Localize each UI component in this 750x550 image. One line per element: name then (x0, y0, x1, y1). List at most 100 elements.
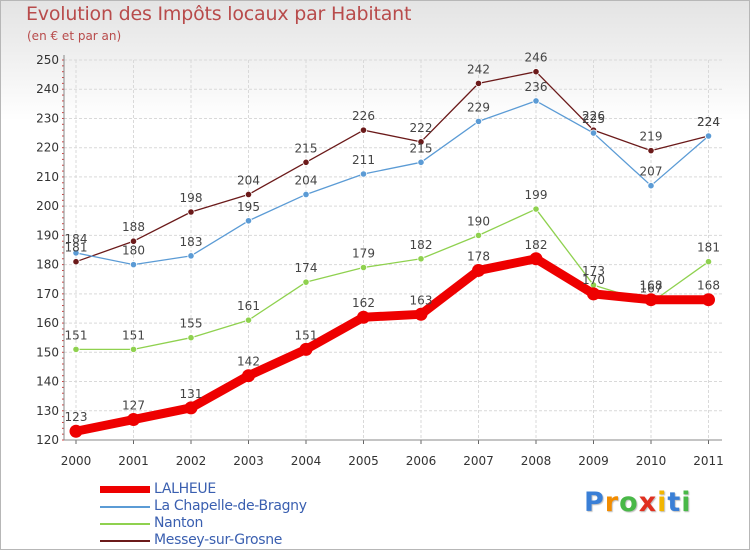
series-line (75, 100, 710, 266)
legend-label: La Chapelle-de-Bragny (154, 498, 307, 514)
data-point (532, 97, 540, 105)
data-label: 163 (410, 293, 433, 307)
data-label: 190 (467, 214, 490, 228)
data-label: 168 (640, 279, 663, 293)
data-label: 161 (237, 299, 260, 313)
y-tick-label: 220 (36, 141, 59, 155)
data-label: 204 (237, 173, 260, 187)
y-tick-label: 150 (36, 345, 59, 359)
data-point (644, 293, 658, 307)
y-tick-label: 210 (36, 170, 59, 184)
x-tick-label: 2004 (291, 454, 322, 468)
data-label: 142 (237, 355, 260, 369)
data-label: 170 (582, 273, 605, 287)
data-label: 180 (122, 244, 145, 258)
data-point (359, 263, 368, 272)
x-tick-label: 2008 (521, 454, 552, 468)
data-label: 179 (352, 247, 375, 261)
data-point (704, 132, 713, 140)
data-point (127, 413, 140, 427)
data-label: 224 (697, 115, 720, 129)
data-label: 225 (582, 112, 605, 126)
y-tick-label: 170 (36, 287, 59, 301)
x-tick-label: 2000 (61, 454, 92, 468)
chart-title: Evolution des Impôts locaux par Habitant (26, 3, 412, 25)
data-label: 236 (525, 80, 548, 94)
logo-letter: r (604, 487, 620, 518)
data-label: 123 (65, 410, 88, 424)
x-tick-label: 2011 (693, 454, 724, 468)
data-point (357, 310, 370, 324)
series-line (75, 71, 710, 263)
data-label: 181 (697, 241, 720, 255)
data-point (532, 205, 540, 213)
data-point (702, 293, 715, 307)
data-label: 182 (410, 238, 433, 252)
y-tick-label: 160 (36, 316, 59, 330)
data-label: 215 (295, 141, 318, 155)
y-tick-label: 240 (36, 82, 59, 96)
data-label: 127 (122, 399, 145, 413)
data-point (359, 126, 368, 134)
data-label: 178 (467, 249, 490, 263)
data-label: 204 (295, 173, 318, 187)
legend-swatch (100, 486, 150, 493)
y-tick-label: 180 (36, 258, 59, 272)
logo-letter: o (619, 487, 639, 518)
y-tick-label: 250 (36, 53, 59, 67)
data-point (587, 287, 600, 301)
data-point (187, 252, 195, 260)
data-point (69, 424, 83, 438)
data-label: 226 (582, 109, 605, 123)
x-tick-label: 2005 (348, 454, 379, 468)
data-label: 173 (582, 264, 605, 278)
data-label: 167 (640, 282, 663, 296)
data-label: 151 (295, 328, 318, 342)
data-point (187, 334, 195, 342)
data-label: 183 (180, 235, 203, 249)
data-label: 229 (467, 100, 490, 114)
data-point (474, 117, 483, 125)
legend-label: Messey-sur-Grosne (154, 532, 283, 548)
data-point (302, 278, 310, 286)
data-label: 199 (525, 188, 548, 202)
data-label: 151 (65, 328, 88, 342)
chart-subtitle: (en € et par an) (27, 29, 122, 43)
data-point (414, 307, 428, 321)
legend-swatch (100, 506, 150, 508)
data-label: 184 (65, 232, 88, 246)
data-label: 219 (640, 130, 663, 144)
x-tick-label: 2009 (578, 454, 609, 468)
data-point (129, 345, 138, 353)
y-tick-label: 120 (36, 433, 59, 447)
legend-swatch (100, 523, 150, 525)
data-point (244, 190, 253, 199)
logo-letter: P (584, 487, 605, 518)
data-point (244, 316, 253, 324)
x-tick-label: 2002 (176, 454, 207, 468)
data-label: 242 (467, 62, 490, 76)
data-label: 151 (122, 328, 145, 342)
data-label: 198 (180, 191, 203, 205)
data-label: 182 (525, 238, 548, 252)
data-label: 195 (237, 200, 260, 214)
data-point (72, 249, 80, 257)
data-label: 168 (697, 279, 720, 293)
data-point (129, 261, 138, 269)
data-point (647, 147, 655, 155)
x-tick-label: 2010 (636, 454, 667, 468)
data-label: 215 (410, 141, 433, 155)
data-label: 162 (352, 296, 375, 310)
data-label: 222 (410, 121, 433, 135)
logo-letter: i (681, 487, 692, 518)
legend-label: LALHEUE (154, 481, 216, 497)
data-point (302, 190, 310, 199)
data-point (359, 170, 368, 178)
data-point (704, 258, 713, 266)
data-point (417, 158, 425, 166)
data-point (72, 345, 80, 353)
data-label: 211 (352, 153, 375, 167)
data-point (187, 208, 195, 216)
data-label: 155 (180, 317, 203, 331)
data-point (302, 158, 310, 166)
